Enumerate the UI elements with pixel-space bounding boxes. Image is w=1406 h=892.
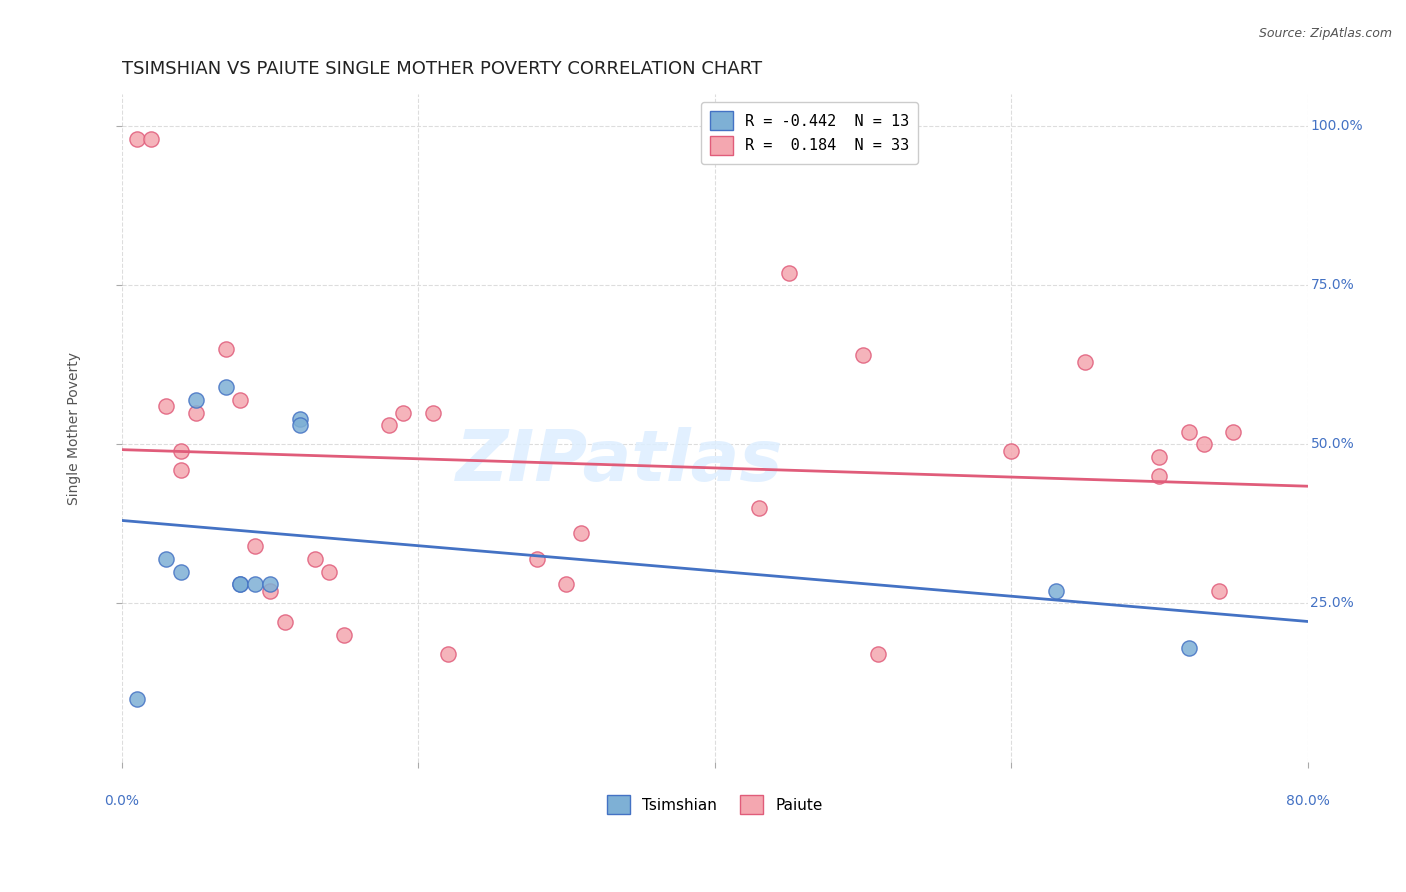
- Point: [1178, 640, 1201, 655]
- Point: [288, 418, 311, 433]
- Text: 100.0%: 100.0%: [1310, 120, 1364, 133]
- Point: [1045, 583, 1067, 598]
- Point: [184, 392, 207, 407]
- Point: [748, 500, 770, 515]
- Point: [288, 412, 311, 426]
- Point: [526, 552, 548, 566]
- Point: [274, 615, 297, 630]
- Point: [214, 380, 236, 394]
- Text: 50.0%: 50.0%: [1310, 437, 1354, 451]
- Point: [1149, 469, 1171, 483]
- Point: [422, 405, 444, 419]
- Point: [170, 443, 193, 458]
- Text: 75.0%: 75.0%: [1310, 278, 1354, 293]
- Point: [1208, 583, 1230, 598]
- Point: [245, 539, 267, 553]
- Text: 80.0%: 80.0%: [1285, 794, 1330, 808]
- Point: [214, 342, 236, 356]
- Point: [569, 526, 592, 541]
- Point: [259, 583, 281, 598]
- Point: [1178, 425, 1201, 439]
- Text: 25.0%: 25.0%: [1310, 597, 1354, 610]
- Point: [141, 132, 163, 146]
- Text: 0.0%: 0.0%: [104, 794, 139, 808]
- Point: [259, 577, 281, 591]
- Point: [778, 266, 800, 280]
- Point: [125, 132, 148, 146]
- Point: [170, 463, 193, 477]
- Text: ZIPatlas: ZIPatlas: [456, 427, 783, 496]
- Point: [170, 565, 193, 579]
- Point: [229, 577, 252, 591]
- Point: [125, 691, 148, 706]
- Point: [1222, 425, 1244, 439]
- Point: [333, 628, 356, 642]
- Legend: Tsimshian, Paiute: Tsimshian, Paiute: [599, 788, 830, 822]
- Point: [155, 399, 177, 413]
- Point: [1192, 437, 1215, 451]
- Point: [377, 418, 399, 433]
- Point: [1000, 443, 1022, 458]
- Point: [555, 577, 578, 591]
- Point: [304, 552, 326, 566]
- Point: [852, 348, 875, 362]
- Point: [318, 565, 340, 579]
- Text: Source: ZipAtlas.com: Source: ZipAtlas.com: [1258, 27, 1392, 40]
- Text: TSIMSHIAN VS PAIUTE SINGLE MOTHER POVERTY CORRELATION CHART: TSIMSHIAN VS PAIUTE SINGLE MOTHER POVERT…: [122, 60, 762, 78]
- Text: Single Mother Poverty: Single Mother Poverty: [67, 352, 82, 505]
- Point: [229, 577, 252, 591]
- Point: [229, 392, 252, 407]
- Point: [245, 577, 267, 591]
- Point: [392, 405, 415, 419]
- Point: [437, 648, 460, 662]
- Point: [155, 552, 177, 566]
- Point: [1074, 354, 1097, 368]
- Point: [1149, 450, 1171, 464]
- Point: [866, 648, 889, 662]
- Point: [184, 405, 207, 419]
